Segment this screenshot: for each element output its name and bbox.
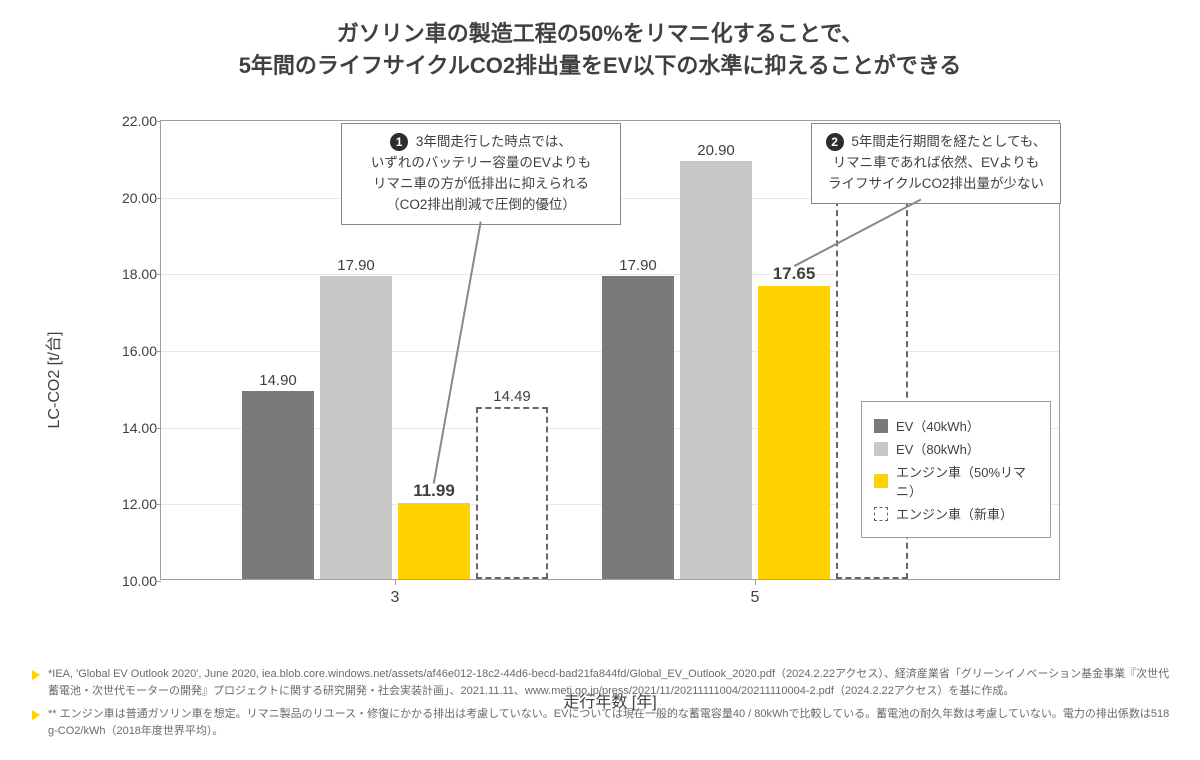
title-line2: 5年間のライフサイクルCO2排出量をEV以下の水準に抑えることができる: [239, 53, 962, 78]
callout-line: 3年間走行した時点では、: [416, 134, 572, 149]
legend-label: エンジン車（新車）: [896, 504, 1013, 523]
callout-line: いずれのバッテリー容量のEVよりも: [371, 155, 591, 170]
footnote-row: *IEA, 'Global EV Outlook 2020', June 202…: [60, 666, 1170, 700]
callout-badge: 1: [390, 133, 408, 151]
legend-item: EV（40kWh）: [874, 416, 1038, 435]
bar-value-label: 14.90: [259, 372, 297, 389]
x-tick-mark: [755, 579, 756, 585]
footnote-text: ** エンジン車は普通ガソリン車を想定。リマニ製品のリユース・修復にかかる排出は…: [48, 706, 1170, 740]
bar-value-label: 17.90: [337, 257, 375, 274]
footnote-text: *IEA, 'Global EV Outlook 2020', June 202…: [48, 666, 1170, 700]
bar-エンジン車（50%リマニ）: [398, 503, 470, 579]
y-tick-mark: [155, 504, 161, 505]
bar-EV（40kWh）: [242, 391, 314, 579]
y-tick-mark: [155, 581, 161, 582]
bar-エンジン車（新車）: [476, 407, 548, 579]
bullet-icon: [32, 670, 40, 680]
x-tick-mark: [395, 579, 396, 585]
y-tick-mark: [155, 274, 161, 275]
callout-line: リマニ車の方が低排出に抑えられる: [373, 176, 589, 191]
leader-line: [433, 222, 481, 484]
bullet-icon: [32, 710, 40, 720]
bar-value-label: 17.90: [619, 257, 657, 274]
bar-エンジン車（50%リマニ）: [758, 286, 830, 579]
legend-item: エンジン車（新車）: [874, 504, 1038, 523]
bar-EV（80kWh）: [320, 276, 392, 579]
chart-title: ガソリン車の製造工程の50%をリマニ化することで、 5年間のライフサイクルCO2…: [0, 0, 1200, 82]
legend-label: EV（40kWh）: [896, 416, 980, 435]
legend-item: EV（80kWh）: [874, 439, 1038, 458]
bar-EV（80kWh）: [680, 161, 752, 579]
callout-badge: 2: [826, 133, 844, 151]
y-tick-label: 14.00: [122, 420, 157, 436]
y-tick-label: 16.00: [122, 343, 157, 359]
title-line1: ガソリン車の製造工程の50%をリマニ化することで、: [337, 21, 864, 46]
y-tick-label: 12.00: [122, 496, 157, 512]
legend: EV（40kWh） EV（80kWh） エンジン車（50%リマニ） エンジン車（新車）: [861, 401, 1051, 538]
y-axis-label: LC-CO2 [t/台]: [40, 332, 64, 429]
y-tick-mark: [155, 351, 161, 352]
legend-label: EV（80kWh）: [896, 439, 980, 458]
plot-area: 10.0012.0014.0016.0018.0020.0022.00314.9…: [160, 120, 1060, 580]
legend-item: エンジン車（50%リマニ）: [874, 462, 1038, 500]
legend-swatch: [874, 507, 888, 521]
y-tick-mark: [155, 121, 161, 122]
callout-line: （CO2排出削減で圧倒的優位）: [386, 197, 576, 212]
legend-swatch: [874, 442, 888, 456]
bar-value-label: 11.99: [413, 481, 455, 501]
callout: 1 3年間走行した時点では、いずれのバッテリー容量のEVよりもリマニ車の方が低排…: [341, 123, 621, 225]
legend-label: エンジン車（50%リマニ）: [896, 462, 1038, 500]
y-tick-label: 20.00: [122, 190, 157, 206]
callout-line: 5年間走行期間を経たとしても、: [851, 134, 1046, 149]
bar-value-label: 14.49: [493, 388, 531, 405]
callout-line: リマニ車であれば依然、EVよりも: [833, 155, 1040, 170]
x-tick-label: 3: [391, 589, 400, 607]
y-tick-mark: [155, 428, 161, 429]
bar-value-label: 20.90: [697, 142, 735, 159]
legend-swatch: [874, 474, 888, 488]
chart: LC-CO2 [t/台] 10.0012.0014.0016.0018.0020…: [100, 110, 1080, 650]
footnotes: *IEA, 'Global EV Outlook 2020', June 202…: [60, 666, 1170, 746]
bar-EV（40kWh）: [602, 276, 674, 579]
gridline: [161, 274, 1059, 275]
y-tick-label: 10.00: [122, 573, 157, 589]
legend-swatch: [874, 419, 888, 433]
y-tick-mark: [155, 198, 161, 199]
callout-line: ライフサイクルCO2排出量が少ない: [828, 176, 1044, 191]
y-tick-label: 22.00: [122, 113, 157, 129]
x-tick-label: 5: [751, 589, 760, 607]
y-tick-label: 18.00: [122, 266, 157, 282]
callout: 2 5年間走行期間を経たとしても、リマニ車であれば依然、EVよりもライフサイクル…: [811, 123, 1061, 204]
footnote-row: ** エンジン車は普通ガソリン車を想定。リマニ製品のリユース・修復にかかる排出は…: [60, 706, 1170, 740]
